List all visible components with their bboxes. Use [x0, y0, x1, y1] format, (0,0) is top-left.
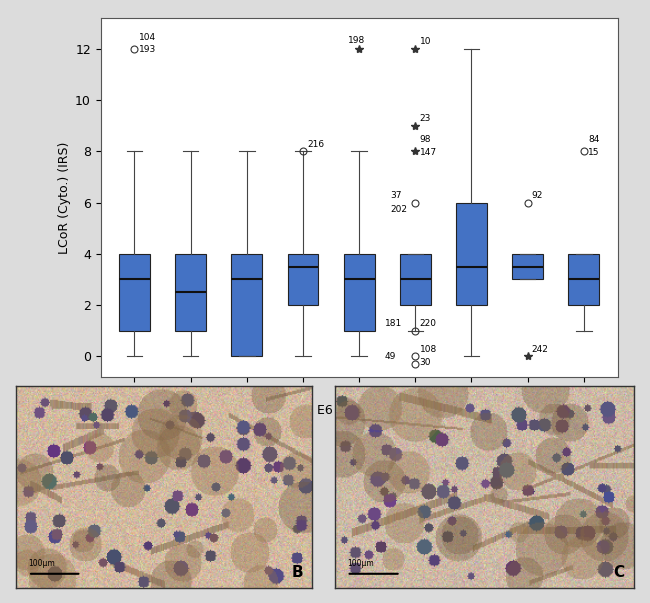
PathPatch shape: [231, 254, 262, 356]
Text: 10: 10: [419, 37, 431, 46]
PathPatch shape: [400, 254, 431, 305]
PathPatch shape: [512, 254, 543, 280]
Text: 216: 216: [307, 139, 324, 148]
Text: 108: 108: [419, 344, 437, 353]
Text: 242: 242: [532, 344, 549, 353]
Text: 220: 220: [419, 319, 436, 328]
Text: 100µm: 100µm: [28, 559, 55, 567]
Text: A: A: [604, 416, 618, 434]
X-axis label: E6 (Cyt) (IRS): E6 (Cyt) (IRS): [317, 404, 402, 417]
Text: 37: 37: [390, 191, 402, 200]
Text: 30: 30: [419, 359, 431, 367]
Text: 181: 181: [385, 319, 402, 328]
PathPatch shape: [344, 254, 374, 330]
Text: 15: 15: [588, 148, 599, 157]
Text: 193: 193: [138, 45, 156, 54]
Text: B: B: [291, 565, 303, 580]
Text: 49: 49: [385, 352, 396, 361]
PathPatch shape: [175, 254, 206, 330]
PathPatch shape: [568, 254, 599, 305]
Text: 202: 202: [390, 205, 408, 213]
PathPatch shape: [287, 254, 318, 305]
Text: 98: 98: [419, 136, 431, 144]
Text: 92: 92: [532, 191, 543, 200]
Text: 198: 198: [348, 36, 365, 45]
Text: 147: 147: [419, 148, 437, 157]
Text: C: C: [614, 565, 625, 580]
Text: 104: 104: [138, 33, 156, 42]
Text: 23: 23: [419, 114, 431, 123]
Y-axis label: LCoR (Cyto.) (IRS): LCoR (Cyto.) (IRS): [58, 141, 71, 254]
PathPatch shape: [456, 203, 487, 305]
PathPatch shape: [119, 254, 150, 330]
Text: 100µm: 100µm: [346, 559, 374, 567]
Text: 84: 84: [588, 136, 599, 144]
